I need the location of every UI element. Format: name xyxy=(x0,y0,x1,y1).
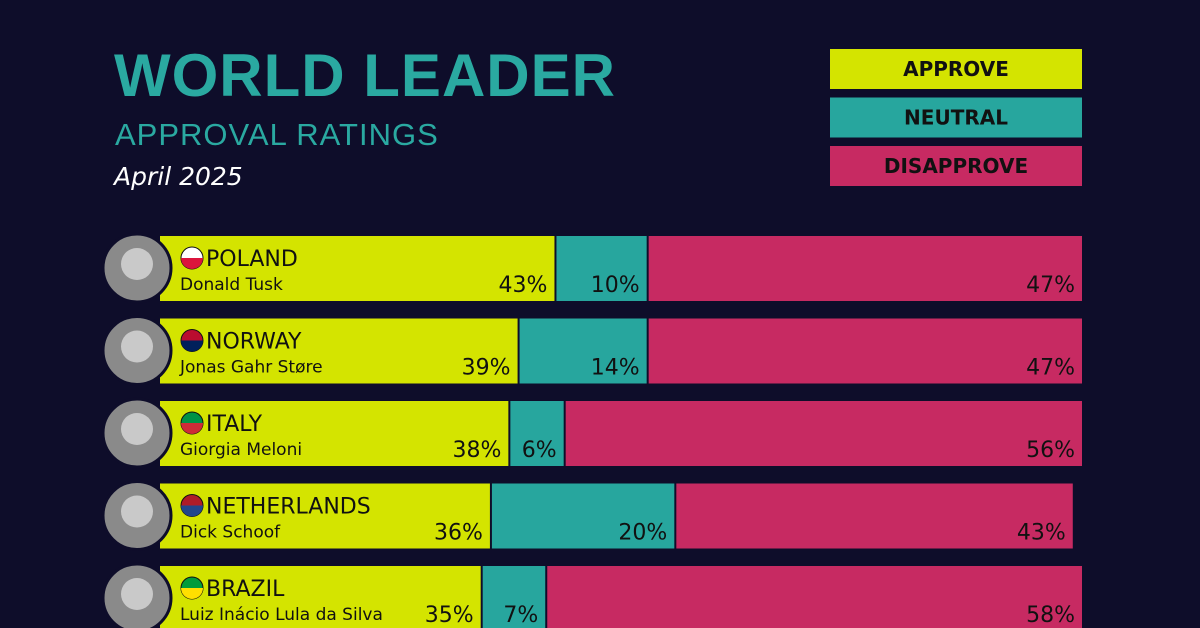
bar-segment xyxy=(556,236,647,301)
legend-label: DISAPPROVE xyxy=(884,154,1028,178)
leader-label: Jonas Gahr Støre xyxy=(179,358,323,378)
flag xyxy=(181,505,203,517)
country-label: BRAZIL xyxy=(206,577,285,602)
value-label: 20% xyxy=(618,521,667,546)
value-label: 14% xyxy=(591,356,640,381)
bar-segment xyxy=(648,236,1082,301)
bar-segment xyxy=(491,483,675,549)
bar-segment xyxy=(676,483,1073,549)
legend-swatch xyxy=(830,97,1082,138)
value-label: 47% xyxy=(1026,273,1075,298)
chart-date: April 2025 xyxy=(112,162,243,191)
value-label: 6% xyxy=(522,438,557,463)
value-label: 58% xyxy=(1026,603,1075,628)
value-label: 36% xyxy=(434,521,483,546)
chart-subtitle: APPROVAL RATINGS xyxy=(115,117,439,152)
value-label: 56% xyxy=(1026,438,1075,463)
legend-swatch xyxy=(830,49,1082,89)
value-label: 35% xyxy=(425,603,474,628)
legend-swatch xyxy=(830,146,1082,186)
country-label: ITALY xyxy=(206,412,263,437)
bar-segment xyxy=(519,318,647,384)
chart-title: WORLD LEADER xyxy=(114,42,616,109)
bar-segment xyxy=(160,318,518,384)
value-label: 39% xyxy=(462,356,511,381)
bar-segment xyxy=(547,566,1082,628)
value-label: 43% xyxy=(1017,521,1066,546)
bar-segment xyxy=(565,401,1082,466)
value-label: 38% xyxy=(452,438,501,463)
leader-label: Luiz Inácio Lula da Silva xyxy=(180,605,383,625)
value-label: 10% xyxy=(591,273,640,298)
bar-segment xyxy=(482,566,546,628)
bar-segment xyxy=(160,236,555,301)
bar-segment xyxy=(160,401,509,466)
country-label: POLAND xyxy=(206,247,298,272)
leader-label: Donald Tusk xyxy=(180,275,283,295)
country-label: NORWAY xyxy=(206,330,302,355)
portrait-face xyxy=(121,248,153,280)
bar-segment xyxy=(160,483,490,549)
portrait-face xyxy=(121,330,153,363)
leader-label: Dick Schoof xyxy=(180,523,281,543)
portrait-face xyxy=(121,495,153,528)
legend-label: NEUTRAL xyxy=(904,106,1008,130)
flag xyxy=(181,588,203,599)
flag xyxy=(181,423,203,434)
bar-segment xyxy=(160,566,481,628)
flag xyxy=(181,258,203,269)
bar-segment xyxy=(648,318,1082,384)
portrait-face xyxy=(121,413,153,445)
portrait-face xyxy=(121,578,153,610)
value-label: 43% xyxy=(499,273,548,298)
country-label: NETHERLANDS xyxy=(206,495,371,520)
value-label: 7% xyxy=(503,603,538,628)
legend-label: APPROVE xyxy=(903,57,1009,81)
flag xyxy=(181,340,203,352)
leader-label: Giorgia Meloni xyxy=(180,440,302,460)
bar-segment xyxy=(510,401,564,466)
value-label: 47% xyxy=(1026,356,1075,381)
